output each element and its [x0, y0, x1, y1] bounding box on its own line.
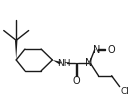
Text: Cl: Cl: [120, 87, 129, 95]
Text: N: N: [85, 58, 93, 68]
Text: N: N: [93, 45, 100, 55]
Text: O: O: [73, 76, 80, 86]
Polygon shape: [15, 40, 17, 60]
Text: O: O: [108, 45, 115, 55]
Polygon shape: [52, 60, 61, 65]
Text: NH: NH: [57, 59, 71, 68]
